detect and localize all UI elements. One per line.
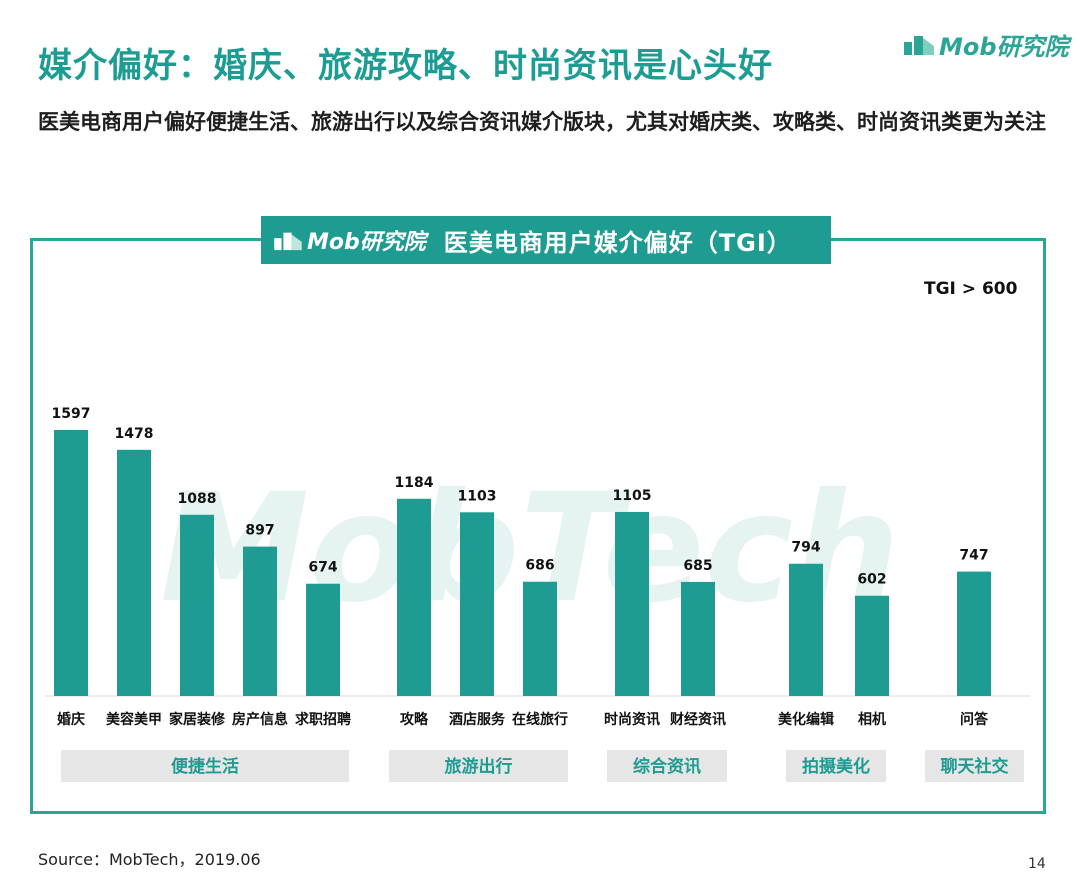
group-label-box [607,750,727,782]
data-label: 1105 [613,488,652,504]
page-number: 14 [1028,856,1046,872]
bar [54,430,88,696]
category-label: 家居装修 [169,711,226,728]
bar [789,563,823,696]
data-label: 686 [525,558,554,574]
page-subtitle: 医美电商用户偏好便捷生活、旅游出行以及综合资讯媒介版块，尤其对婚庆类、攻略类、时… [38,110,1046,134]
bar [243,546,277,696]
data-label: 794 [791,540,820,556]
data-label: 1184 [395,475,434,491]
bar [306,583,340,696]
category-label: 美化编辑 [778,711,834,728]
bar [523,581,557,696]
page-title: 媒介偏好：婚庆、旅游攻略、时尚资讯是心头好 [38,46,773,86]
data-label: 1103 [458,488,497,504]
data-label: 897 [245,523,274,539]
group-label: 综合资讯 [633,756,701,777]
bar [957,571,991,696]
category-label: 房产信息 [232,711,288,728]
data-label: 1478 [115,426,154,442]
mob-logo: Mob研究院 [903,28,1069,61]
banner-logo: Mob研究院 [273,224,426,256]
category-label: 相机 [858,711,886,728]
group-label: 便捷生活 [171,756,239,777]
data-label: 1088 [178,491,217,507]
category-label: 在线旅行 [512,711,568,728]
data-label: 747 [959,548,988,564]
bar [681,581,715,696]
bar [460,512,494,696]
category-label: 酒店服务 [449,711,506,728]
banner-logo-text: Mob研究院 [307,230,426,255]
group-label-box [786,750,886,782]
group-label: 拍摄美化 [802,756,870,777]
category-label: 财经资讯 [669,711,726,728]
group-label-box [925,750,1024,782]
category-label: 求职招聘 [295,711,351,728]
data-label: 685 [683,558,712,574]
category-label: 美容美甲 [106,711,162,728]
group-label: 旅游出行 [445,756,513,777]
category-label: 攻略 [400,711,429,728]
tgi-threshold-note: TGI > 600 [924,279,1018,299]
data-label: 1597 [52,406,91,422]
bar [615,511,649,696]
bar [180,514,214,696]
group-label: 聊天社交 [941,756,1009,777]
category-label: 问答 [960,711,989,728]
mob-logo-icon [274,232,302,251]
data-label: 674 [308,560,337,576]
mob-logo-icon [904,36,934,55]
logo-text: Mob研究院 [939,32,1069,61]
bar [117,449,151,696]
chart-title: 医美电商用户媒介偏好（TGI） [443,228,792,257]
bar [855,595,889,696]
bar [397,498,431,696]
group-label-box [389,750,568,782]
chart-banner: Mob研究院 医美电商用户媒介偏好（TGI） [261,216,831,264]
category-label: 婚庆 [57,711,85,728]
source-note: Source：MobTech，2019.06 [38,850,261,869]
group-label-box [61,750,349,782]
category-label: 时尚资讯 [604,711,660,728]
data-label: 602 [857,572,886,588]
